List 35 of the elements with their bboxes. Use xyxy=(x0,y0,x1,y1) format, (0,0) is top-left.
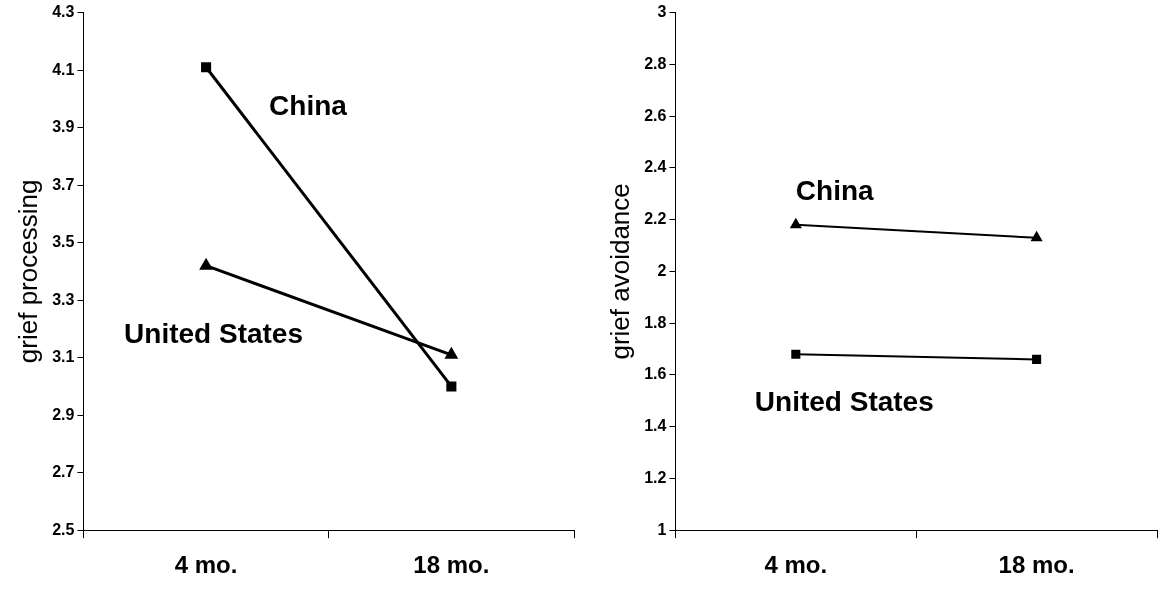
series-label: China xyxy=(269,89,348,121)
y-tick-label: 2.5 xyxy=(52,520,75,538)
y-tick-label: 1.8 xyxy=(644,313,667,331)
y-tick-label: 3.9 xyxy=(52,118,75,136)
y-tick-label: 3.7 xyxy=(52,175,75,193)
y-tick-label: 3.5 xyxy=(52,233,75,251)
y-tick-label: 3.1 xyxy=(52,348,75,366)
point xyxy=(791,349,801,359)
y-tick-label: 1 xyxy=(657,520,667,538)
y-tick-label: 2 xyxy=(657,261,667,279)
x-tick-label: 18 mo. xyxy=(413,551,490,579)
point xyxy=(1032,354,1042,364)
y-tick-label: 1.2 xyxy=(644,468,667,486)
y-tick-label: 4.1 xyxy=(52,60,75,78)
x-tick-label: 4 mo. xyxy=(764,551,828,579)
series-label: China xyxy=(795,174,875,206)
point xyxy=(201,62,212,73)
y-tick-label: 2.4 xyxy=(644,158,667,176)
series-label: United States xyxy=(754,385,934,417)
y-tick-label: 4.3 xyxy=(52,3,75,21)
x-tick-label: 18 mo. xyxy=(998,551,1075,579)
y-tick-label: 2.2 xyxy=(644,210,667,228)
y-tick-label: 3.3 xyxy=(52,290,75,308)
y-tick-label: 2.8 xyxy=(644,54,667,72)
y-tick-label: 2.6 xyxy=(644,106,667,124)
point xyxy=(446,381,457,392)
y-tick-label: 2.9 xyxy=(52,405,75,423)
y-axis-title: grief processing xyxy=(12,179,43,364)
y-axis-title: grief avoidance xyxy=(604,183,635,360)
y-tick-label: 3 xyxy=(657,3,667,21)
y-tick-label: 1.4 xyxy=(644,417,667,435)
y-tick-label: 2.7 xyxy=(52,463,75,481)
y-tick-label: 1.6 xyxy=(644,365,667,383)
series-label: United States xyxy=(124,318,304,350)
x-tick-label: 4 mo. xyxy=(174,551,238,579)
